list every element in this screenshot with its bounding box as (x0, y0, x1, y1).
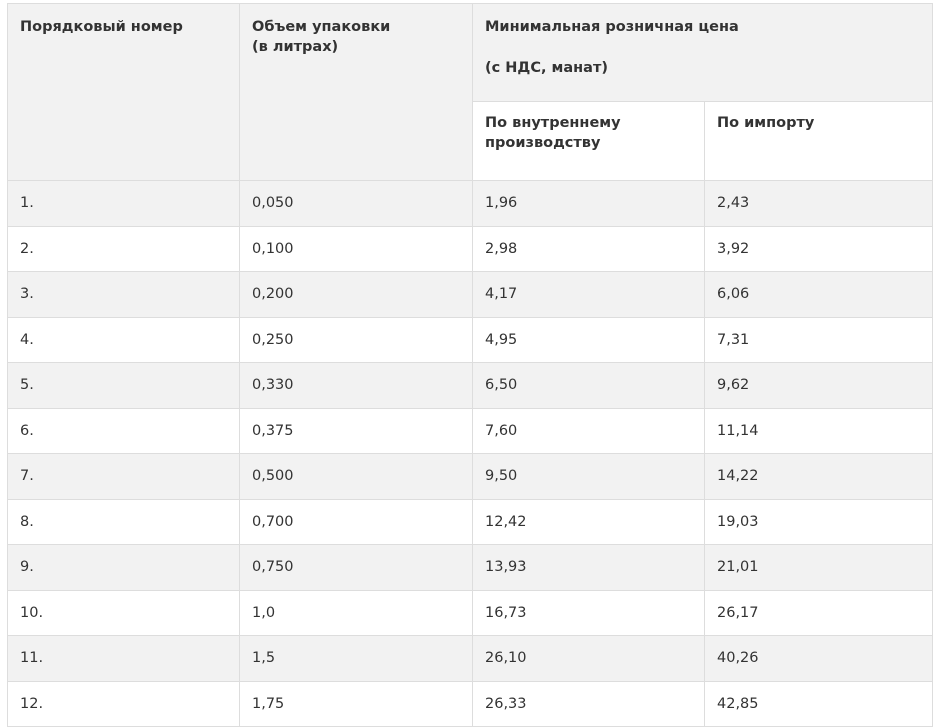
cell-number: 10. (7, 589, 240, 636)
cell-domestic-price: 7,60 (472, 407, 705, 454)
table-row: 1. 0,050 1,96 2,43 (7, 180, 933, 227)
table-row: 5. 0,330 6,50 9,62 (7, 362, 933, 409)
cell-import-price: 2,43 (704, 180, 933, 227)
cell-volume: 0,375 (239, 407, 473, 454)
cell-domestic-price: 13,93 (472, 544, 705, 591)
table-row: 10. 1,0 16,73 26,17 (7, 589, 933, 636)
cell-domestic-price: 2,98 (472, 225, 705, 272)
table-row: 6. 0,375 7,60 11,14 (7, 407, 933, 454)
cell-volume: 1,75 (239, 680, 473, 727)
header-domestic-line2: производству (485, 135, 601, 151)
cell-number: 11. (7, 635, 240, 682)
cell-volume: 1,0 (239, 589, 473, 636)
cell-number: 4. (7, 316, 240, 363)
cell-import-price: 9,62 (704, 362, 933, 409)
cell-volume: 0,500 (239, 453, 473, 500)
cell-domestic-price: 4,95 (472, 316, 705, 363)
cell-domestic-price: 12,42 (472, 498, 705, 545)
table-row: 7. 0,500 9,50 14,22 (7, 453, 933, 500)
cell-import-price: 40,26 (704, 635, 933, 682)
cell-import-price: 42,85 (704, 680, 933, 727)
cell-volume: 0,050 (239, 180, 473, 227)
cell-number: 2. (7, 225, 240, 272)
cell-volume: 0,750 (239, 544, 473, 591)
header-domestic-line1: По внутреннему (485, 115, 621, 131)
table-row: 3. 0,200 4,17 6,06 (7, 271, 933, 318)
cell-number: 7. (7, 453, 240, 500)
table-row: 2. 0,100 2,98 3,92 (7, 225, 933, 272)
header-price: Минимальная розничная цена (с НДС, манат… (472, 3, 933, 102)
cell-domestic-price: 1,96 (472, 180, 705, 227)
table-row: 4. 0,250 4,95 7,31 (7, 316, 933, 363)
cell-domestic-price: 26,33 (472, 680, 705, 727)
price-table: Порядковый номер Объем упаковки (в литра… (7, 3, 933, 727)
table-row: 11. 1,5 26,10 40,26 (7, 635, 933, 682)
header-import: По импорту (704, 101, 933, 181)
header-volume-line2: (в литрах) (252, 39, 339, 55)
table-row: 8. 0,700 12,42 19,03 (7, 498, 933, 545)
cell-volume: 0,330 (239, 362, 473, 409)
cell-import-price: 26,17 (704, 589, 933, 636)
cell-import-price: 3,92 (704, 225, 933, 272)
cell-domestic-price: 9,50 (472, 453, 705, 500)
table-row: 12. 1,75 26,33 42,85 (7, 680, 933, 727)
cell-import-price: 11,14 (704, 407, 933, 454)
cell-volume: 0,100 (239, 225, 473, 272)
cell-domestic-price: 16,73 (472, 589, 705, 636)
cell-import-price: 19,03 (704, 498, 933, 545)
cell-import-price: 14,22 (704, 453, 933, 500)
cell-volume: 0,250 (239, 316, 473, 363)
header-number: Порядковый номер (7, 3, 240, 181)
cell-volume: 1,5 (239, 635, 473, 682)
cell-volume: 0,700 (239, 498, 473, 545)
cell-number: 9. (7, 544, 240, 591)
cell-domestic-price: 26,10 (472, 635, 705, 682)
cell-number: 5. (7, 362, 240, 409)
header-price-title: Минимальная розничная цена (485, 19, 739, 35)
cell-number: 8. (7, 498, 240, 545)
cell-domestic-price: 6,50 (472, 362, 705, 409)
header-price-sub: (с НДС, манат) (485, 60, 608, 76)
header-volume: Объем упаковки (в литрах) (239, 3, 473, 181)
cell-number: 12. (7, 680, 240, 727)
cell-volume: 0,200 (239, 271, 473, 318)
cell-number: 3. (7, 271, 240, 318)
header-volume-line1: Объем упаковки (252, 19, 391, 35)
cell-import-price: 7,31 (704, 316, 933, 363)
cell-import-price: 21,01 (704, 544, 933, 591)
cell-number: 6. (7, 407, 240, 454)
cell-domestic-price: 4,17 (472, 271, 705, 318)
header-domestic: По внутреннему производству (472, 101, 705, 181)
cell-number: 1. (7, 180, 240, 227)
cell-import-price: 6,06 (704, 271, 933, 318)
table-row: 9. 0,750 13,93 21,01 (7, 544, 933, 591)
